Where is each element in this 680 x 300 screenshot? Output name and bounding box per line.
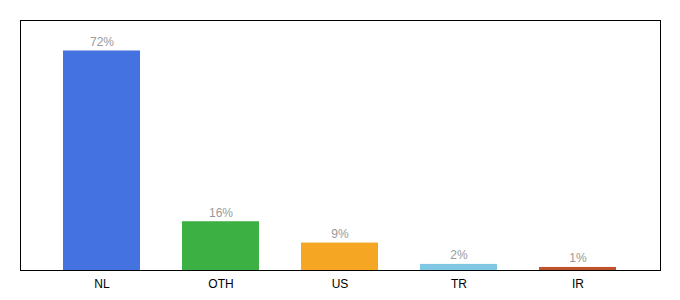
svg-text:72%: 72%	[90, 35, 114, 49]
svg-text:OTH: OTH	[208, 277, 233, 291]
svg-text:IR: IR	[572, 277, 584, 291]
svg-text:2%: 2%	[450, 248, 468, 262]
svg-text:NL: NL	[94, 277, 110, 291]
svg-text:16%: 16%	[209, 206, 233, 220]
svg-text:9%: 9%	[331, 227, 349, 241]
svg-text:TR: TR	[451, 277, 467, 291]
svg-text:US: US	[332, 277, 349, 291]
svg-text:1%: 1%	[569, 251, 587, 265]
